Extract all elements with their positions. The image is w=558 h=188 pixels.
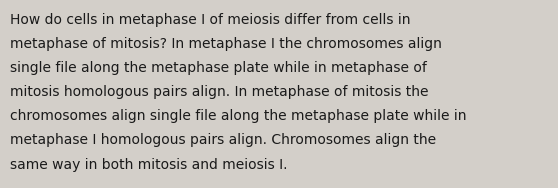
Text: metaphase of mitosis? In metaphase I the chromosomes align: metaphase of mitosis? In metaphase I the… (10, 37, 442, 51)
Text: metaphase I homologous pairs align. Chromosomes align the: metaphase I homologous pairs align. Chro… (10, 133, 436, 147)
Text: chromosomes align single file along the metaphase plate while in: chromosomes align single file along the … (10, 109, 466, 123)
Text: How do cells in metaphase I of meiosis differ from cells in: How do cells in metaphase I of meiosis d… (10, 13, 411, 27)
Text: same way in both mitosis and meiosis I.: same way in both mitosis and meiosis I. (10, 158, 287, 171)
Text: mitosis homologous pairs align. In metaphase of mitosis the: mitosis homologous pairs align. In metap… (10, 85, 429, 99)
Text: single file along the metaphase plate while in metaphase of: single file along the metaphase plate wh… (10, 61, 427, 75)
